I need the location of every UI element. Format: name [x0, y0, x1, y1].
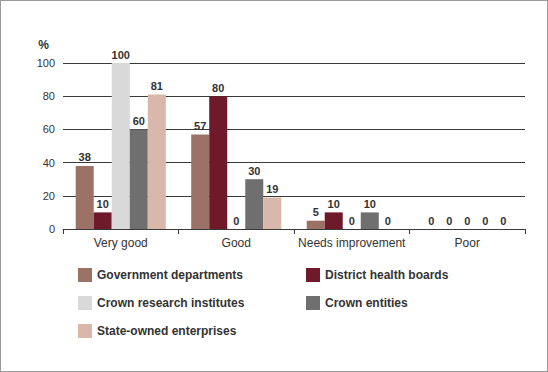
svg-text:0: 0 [500, 215, 506, 227]
svg-text:80: 80 [212, 82, 224, 94]
svg-text:Poor: Poor [455, 236, 480, 250]
svg-text:Crown entities: Crown entities [325, 296, 408, 310]
svg-text:0: 0 [464, 215, 470, 227]
svg-text:5: 5 [313, 206, 319, 218]
svg-text:Crown research institutes: Crown research institutes [97, 296, 245, 310]
svg-text:10: 10 [364, 198, 376, 210]
svg-text:0: 0 [49, 223, 55, 235]
svg-text:60: 60 [133, 115, 145, 127]
svg-text:20: 20 [43, 190, 55, 202]
svg-text:0: 0 [233, 215, 239, 227]
svg-text:57: 57 [194, 120, 206, 132]
svg-text:81: 81 [151, 80, 163, 92]
svg-text:100: 100 [37, 57, 55, 69]
svg-text:District health boards: District health boards [325, 268, 449, 282]
svg-text:40: 40 [43, 157, 55, 169]
svg-text:60: 60 [43, 123, 55, 135]
svg-text:0: 0 [482, 215, 488, 227]
svg-text:Government departments: Government departments [97, 268, 243, 282]
svg-text:10: 10 [97, 198, 109, 210]
svg-text:Good: Good [222, 236, 251, 250]
svg-text:10: 10 [328, 198, 340, 210]
svg-text:0: 0 [385, 215, 391, 227]
svg-text:Needs improvement: Needs improvement [298, 236, 406, 250]
svg-text:38: 38 [79, 151, 91, 163]
svg-text:0: 0 [349, 215, 355, 227]
svg-text:State-owned enterprises: State-owned enterprises [97, 324, 237, 338]
svg-text:19: 19 [266, 183, 278, 195]
svg-text:100: 100 [112, 49, 130, 61]
svg-text:0: 0 [428, 215, 434, 227]
svg-text:Very good: Very good [94, 236, 148, 250]
svg-text:30: 30 [248, 165, 260, 177]
svg-text:80: 80 [43, 90, 55, 102]
svg-text:%: % [38, 38, 49, 52]
svg-text:0: 0 [446, 215, 452, 227]
